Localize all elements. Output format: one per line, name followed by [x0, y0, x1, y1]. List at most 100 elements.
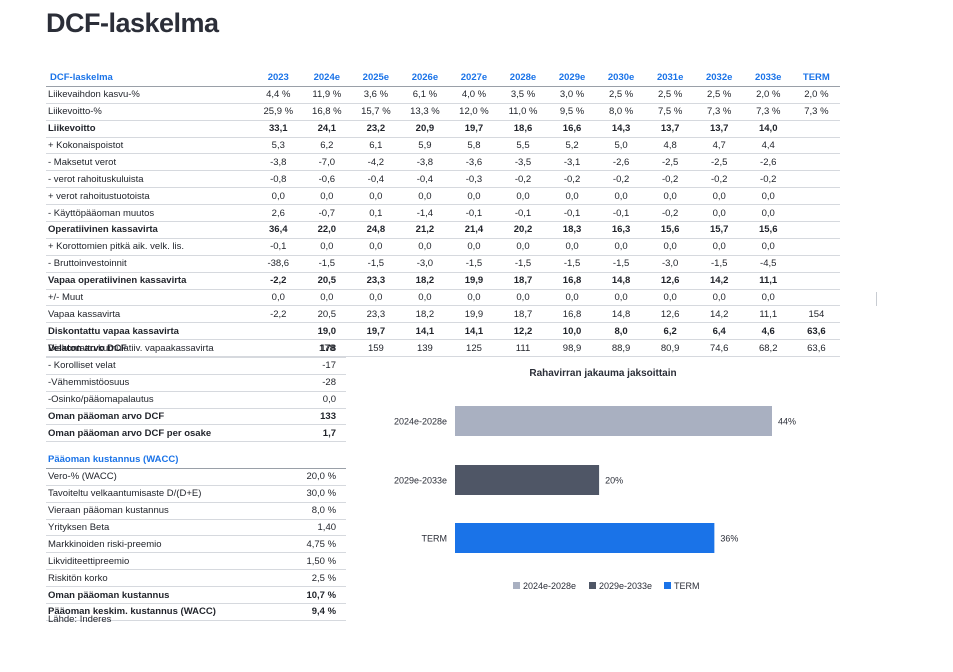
- dcf-cell: 0,0: [400, 289, 450, 307]
- dcf-cell: 16,8: [547, 305, 597, 324]
- dcf-cell: 0,0: [694, 238, 744, 256]
- dcf-cell: 24,8: [351, 221, 401, 239]
- dcf-cell: -3,1: [547, 153, 597, 172]
- dcf-cell: [792, 153, 840, 172]
- chart-title: Rahavirran jakauma jaksoittain: [529, 368, 676, 379]
- valuation-row-label: Velaton arvo DCF: [46, 341, 291, 358]
- dcf-cell: 15,6: [645, 221, 695, 239]
- dcf-header-label: DCF-laskelma: [46, 70, 255, 87]
- dcf-cell: 98,9: [547, 339, 597, 358]
- dcf-header-year: 2030e: [596, 70, 646, 87]
- dcf-cell: 125: [449, 339, 499, 358]
- valuation-row-label: Oman pääoman arvo DCF: [46, 408, 291, 426]
- dcf-cell: 16,8 %: [302, 103, 352, 121]
- dcf-cell: 7,3 %: [694, 103, 744, 121]
- legend-label: 2024e-2028e: [523, 581, 576, 591]
- dcf-cell: 0,0: [302, 238, 352, 256]
- dcf-cell: -2,5: [694, 153, 744, 172]
- dcf-cell: -0,2: [498, 170, 548, 189]
- dcf-header-year: 2026e: [400, 70, 450, 87]
- dcf-cell: -0,2: [596, 170, 646, 189]
- dcf-cell: 7,3 %: [792, 103, 840, 121]
- wacc-row-value: 9,4 %: [291, 603, 347, 621]
- dcf-row: Vapaa kassavirta -2,2 20,5 23,3 18,2 19,9 18,7…: [46, 305, 840, 324]
- dcf-cell: 14,0: [743, 120, 793, 138]
- dcf-cell: 4,7: [694, 137, 744, 155]
- wacc-row-value: 8,0 %: [291, 502, 347, 520]
- dcf-cell: 111: [498, 339, 548, 358]
- dcf-cell: 15,6: [743, 221, 793, 239]
- dcf-cell: 18,2: [400, 305, 450, 324]
- dcf-cell: -0,2: [645, 204, 695, 223]
- valuation-row: -Vähemmistöosuus -28: [46, 374, 346, 392]
- valuation-row-label: - Korolliset velat: [46, 357, 291, 375]
- dcf-cell: 7,3 %: [743, 103, 793, 121]
- dcf-cell: 23,2: [351, 120, 401, 138]
- dcf-cell: 8,0: [596, 322, 646, 341]
- dcf-cell: 19,9: [449, 305, 499, 324]
- dcf-cell: 5,2: [547, 137, 597, 155]
- dcf-cell: -3,8: [254, 153, 303, 172]
- dcf-cell: 139: [400, 339, 450, 358]
- dcf-cell: -0,6: [302, 170, 352, 189]
- dcf-cell: 14,2: [694, 305, 744, 324]
- dcf-cell: 15,7: [694, 221, 744, 239]
- wacc-row-label: Pääoman keskim. kustannus (WACC): [46, 603, 291, 621]
- dcf-cell: -0,2: [547, 170, 597, 189]
- dcf-row-label: - Maksetut verot: [46, 153, 255, 172]
- dcf-cell: 0,0: [498, 187, 548, 206]
- valuation-row-label: Oman pääoman arvo DCF per osake: [46, 424, 291, 443]
- dcf-row: +/- Muut 0,0 0,0 0,0 0,0 0,0 0,0 0,0 0,0 0,0 0,0 0,…: [46, 289, 840, 307]
- dcf-header-year: 2023: [254, 70, 303, 87]
- dcf-cell: 0,0: [743, 289, 793, 307]
- dcf-cell: 0,0: [694, 204, 744, 223]
- dcf-cell: 2,5 %: [596, 86, 646, 104]
- dcf-cell: 2,5 %: [694, 86, 744, 104]
- dcf-cell: 3,0 %: [547, 86, 597, 104]
- wacc-row: Oman pääoman kustannus 10,7 %: [46, 586, 347, 605]
- dcf-row: - Bruttoinvestoinnit -38,6 -1,5 -1,5 -3,0 -1,…: [46, 255, 840, 273]
- dcf-cell: -1,5: [302, 255, 352, 273]
- dcf-cell: 4,4 %: [254, 86, 303, 104]
- dcf-cell: 0,0: [449, 238, 499, 256]
- dcf-cell: -2,2: [254, 305, 303, 324]
- wacc-row: Pääoman keskim. kustannus (WACC) 9,4 %: [46, 603, 347, 621]
- dcf-table: DCF-laskelma 2023 2024e 2025e 2026e 2027e 2028…: [46, 70, 840, 358]
- dcf-cell: -3,0: [400, 255, 450, 273]
- dcf-cell: 74,6: [694, 339, 744, 358]
- dcf-header-year: 2033e: [743, 70, 793, 87]
- dcf-header-row: DCF-laskelma 2023 2024e 2025e 2026e 2027e 2028…: [46, 70, 840, 87]
- dcf-cell: 5,0: [596, 137, 646, 155]
- dcf-cell: 0,0: [743, 187, 793, 206]
- wacc-title-row: Pääoman kustannus (WACC): [46, 452, 347, 469]
- dcf-cell: 0,0: [596, 187, 646, 206]
- dcf-cell: 4,8: [645, 137, 695, 155]
- dcf-cell: 159: [351, 339, 401, 358]
- dcf-cell: 0,0: [743, 238, 793, 256]
- dcf-cell: 14,2: [694, 272, 744, 290]
- dcf-cell: 9,5 %: [547, 103, 597, 121]
- dcf-cell: -3,6: [449, 153, 499, 172]
- dcf-cell: 5,5: [498, 137, 548, 155]
- dcf-row-label: - Bruttoinvestoinnit: [46, 255, 255, 273]
- dcf-row-label: - Käyttöpääoman muutos: [46, 204, 255, 223]
- dcf-cell: 14,1: [400, 322, 450, 341]
- dcf-cell: -1,5: [547, 255, 597, 273]
- dcf-cell: -0,4: [351, 170, 401, 189]
- dcf-cell: 20,5: [302, 272, 352, 290]
- dcf-row-label: Vapaa kassavirta: [46, 305, 255, 324]
- valuation-row: - Korolliset velat -17: [46, 357, 346, 375]
- dcf-row: + Kokonaispoistot 5,3 6,2 6,1 5,9 5,8 5,5 5,2 5,…: [46, 137, 840, 155]
- dcf-row-label: - verot rahoituskuluista: [46, 170, 255, 189]
- dcf-cell: 7,5 %: [645, 103, 695, 121]
- valuation-row: -Osinko/pääomapalautus 0,0: [46, 391, 346, 409]
- cashflow-chart-svg: Rahavirran jakauma jaksoittain 2024e-2028…: [394, 368, 796, 591]
- wacc-row-value: 1,50 %: [291, 552, 347, 571]
- dcf-header-year: 2032e: [694, 70, 744, 87]
- valuation-row-label: -Osinko/pääomapalautus: [46, 391, 291, 409]
- dcf-row: + Korottomien pitkä aik. velk. lis. -0,1 0…: [46, 238, 840, 256]
- dcf-cell: 12,2: [498, 322, 548, 341]
- wacc-row-value: 2,5 %: [291, 569, 347, 588]
- bar: [455, 523, 715, 553]
- dcf-cell: -0,2: [743, 170, 793, 189]
